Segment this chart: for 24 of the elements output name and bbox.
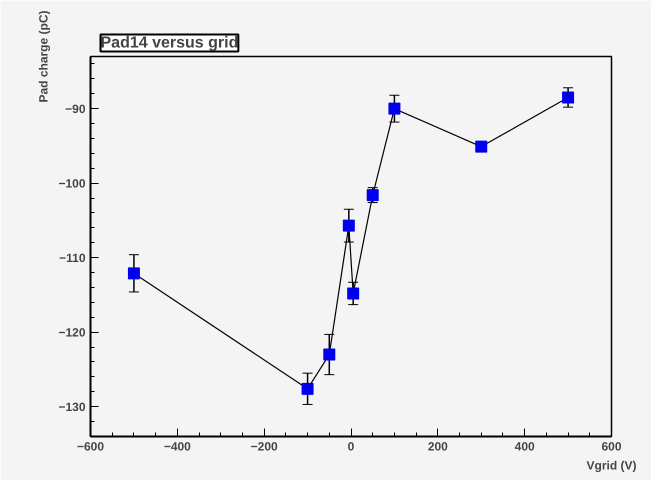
y-tick-label: −130 xyxy=(58,400,86,414)
point xyxy=(388,102,400,115)
point xyxy=(302,382,314,395)
point xyxy=(347,287,360,300)
y-tick-label: −120 xyxy=(58,326,86,340)
x-tick-label: −200 xyxy=(250,440,278,454)
x-tick-label: 200 xyxy=(428,440,448,454)
x-tick-label: −600 xyxy=(76,440,104,454)
chart-title: Pad14 versus grid xyxy=(100,34,238,52)
point xyxy=(475,140,488,153)
y-axis-title: Pad charge (pC) xyxy=(36,10,50,103)
x-tick-label: 600 xyxy=(601,440,622,454)
y-tick-label: −110 xyxy=(59,251,86,266)
x-tick-label: 400 xyxy=(514,440,536,454)
y-tick-label: −100 xyxy=(58,176,86,191)
point xyxy=(323,348,336,361)
point xyxy=(366,189,379,202)
point xyxy=(128,267,140,280)
x-axis-title: Vgrid (V) xyxy=(586,458,637,472)
x-tick-label: −400 xyxy=(164,440,192,454)
point xyxy=(562,91,574,104)
y-tick-label: −90 xyxy=(65,102,86,116)
x-tick-label: 0 xyxy=(348,440,355,454)
point xyxy=(342,220,355,232)
